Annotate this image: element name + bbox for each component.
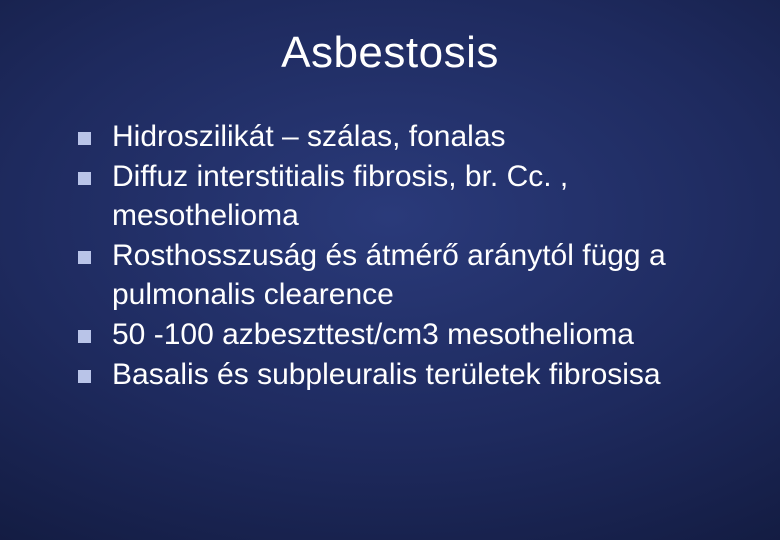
list-item: Basalis és subpleuralis területek fibros… bbox=[78, 356, 730, 394]
list-item: 50 -100 azbeszttest/cm3 mesothelioma bbox=[78, 316, 730, 354]
list-item: Diffuz interstitialis fibrosis, br. Cc. … bbox=[78, 158, 730, 235]
slide-title: Asbestosis bbox=[50, 28, 730, 78]
list-item: Hidroszilikát – szálas, fonalas bbox=[78, 118, 730, 156]
slide: Asbestosis Hidroszilikát – szálas, fonal… bbox=[0, 0, 780, 540]
bullet-list: Hidroszilikát – szálas, fonalas Diffuz i… bbox=[50, 118, 730, 395]
list-item: Rosthosszuság és átmérő aránytól függ a … bbox=[78, 237, 730, 314]
